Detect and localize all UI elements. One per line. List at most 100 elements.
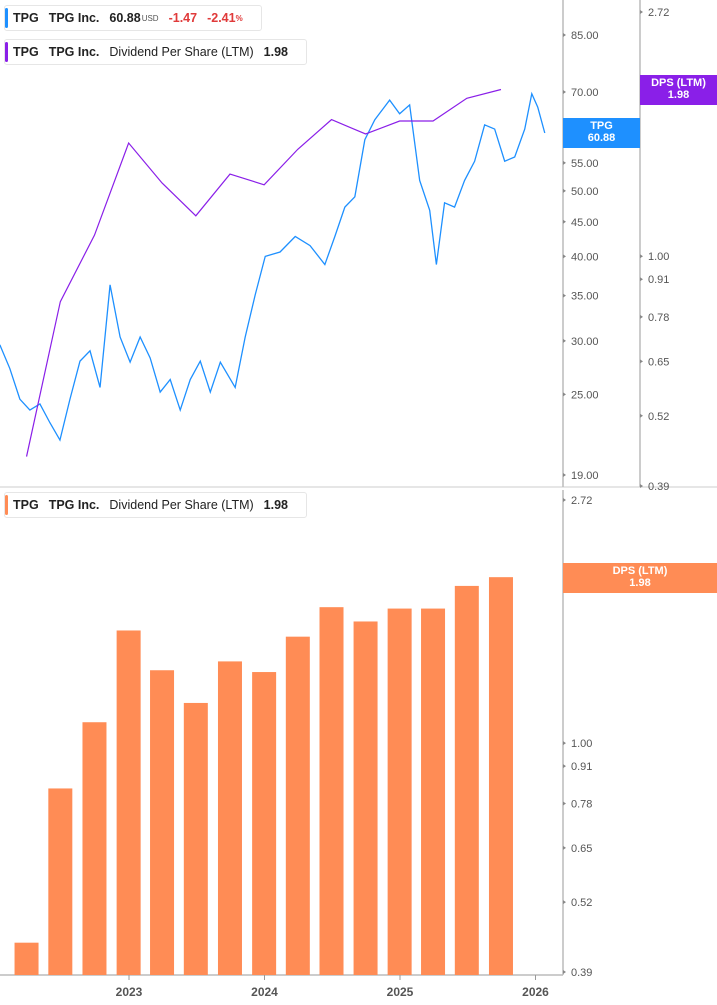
axis-tick — [563, 254, 566, 259]
dps-bar — [454, 585, 479, 975]
tag-line2: 1.98 — [629, 577, 651, 589]
price-tick-label: 45.00 — [571, 217, 599, 229]
dps-bar — [217, 661, 242, 975]
legend-company: TPG Inc. — [48, 498, 100, 512]
axis-tick — [640, 484, 643, 488]
axis-tick — [640, 254, 643, 259]
axis-tick — [563, 160, 566, 165]
dps-tick-label: 0.65 — [648, 356, 669, 368]
price-tick-label: 85.00 — [571, 30, 599, 42]
price-tag: TPG 60.88 — [563, 118, 640, 148]
axis-tick — [563, 473, 566, 477]
bottom-dps-tick-label: 2.72 — [571, 495, 592, 507]
dps-bar — [421, 608, 446, 975]
bottom-dps-tick-label: 0.65 — [571, 843, 592, 855]
price-tick-label: 50.00 — [571, 186, 599, 198]
legend-change: -1.47 — [168, 11, 198, 25]
axis-tick — [563, 498, 566, 502]
price-tick-label: 55.00 — [571, 158, 599, 170]
axis-tick — [563, 801, 566, 806]
dps-bar — [116, 630, 141, 975]
bottom-dps-tick-label: 0.39 — [571, 967, 592, 979]
dps-tick-label: 0.39 — [648, 481, 669, 493]
tag-line2: 1.98 — [667, 89, 690, 101]
dps-tick-label: 0.78 — [648, 312, 669, 324]
axis-tick — [563, 845, 566, 850]
x-tick-label: 2026 — [522, 985, 549, 999]
dps-tick-label: 1.00 — [648, 251, 669, 263]
x-tick-label: 2024 — [251, 985, 278, 999]
axis-tick — [563, 741, 566, 746]
legend-company: TPG Inc. — [48, 11, 100, 25]
bottom-dps-tick-label: 0.52 — [571, 897, 592, 909]
axis-tick — [563, 33, 566, 37]
axis-tick — [640, 277, 643, 282]
tag-line1: DPS (LTM) — [651, 77, 706, 89]
legend-ticker: TPG — [13, 11, 39, 25]
legend-dps-bottom[interactable]: TPG TPG Inc. Dividend Per Share (LTM) 1.… — [4, 492, 308, 518]
series-color-marker — [5, 42, 8, 62]
axis-tick — [640, 413, 643, 418]
x-tick-label: 2025 — [387, 985, 414, 999]
axis-tick — [563, 900, 566, 905]
legend-ticker: TPG — [13, 498, 39, 512]
dps-bar — [82, 722, 107, 975]
series-color-marker — [5, 495, 8, 515]
dps-bottom-tag: DPS (LTM) 1.98 — [563, 563, 717, 593]
legend-price[interactable]: TPG TPG Inc. 60.88 USD -1.47 -2.41% — [4, 5, 262, 31]
price-tick-label: 30.00 — [571, 336, 599, 348]
axis-tick — [563, 293, 566, 298]
legend-metric: Dividend Per Share (LTM) — [109, 45, 254, 59]
axis-tick — [563, 219, 566, 224]
price-tick-label: 25.00 — [571, 389, 599, 401]
tag-line1: TPG — [590, 120, 613, 132]
legend-currency: USD — [141, 13, 159, 23]
legend-price-value: 60.88 — [109, 11, 141, 25]
tag-line2: 60.88 — [587, 132, 616, 144]
dps-bar — [319, 607, 344, 975]
dps-tick-label: 2.72 — [648, 7, 669, 19]
dps-bar — [14, 942, 39, 975]
price-tick-label: 40.00 — [571, 251, 599, 263]
price-line — [0, 91, 546, 442]
dps-bar — [150, 670, 175, 975]
axis-tick — [563, 970, 566, 974]
axis-tick — [563, 338, 566, 343]
axis-tick — [640, 314, 643, 319]
legend-value: 1.98 — [263, 45, 289, 59]
legend-value: 1.98 — [263, 498, 289, 512]
price-tick-label: 35.00 — [571, 291, 599, 303]
series-color-marker — [5, 8, 8, 28]
axis-tick — [640, 10, 643, 14]
dps-bar — [387, 608, 412, 975]
dps-top-tag: DPS (LTM) 1.98 — [640, 75, 717, 105]
dps-bar — [285, 636, 310, 975]
x-tick-label: 2023 — [116, 985, 143, 999]
tag-line1: DPS (LTM) — [612, 565, 668, 577]
legend-dps-top[interactable]: TPG TPG Inc. Dividend Per Share (LTM) 1.… — [4, 39, 308, 65]
bottom-dps-tick-label: 0.91 — [571, 761, 592, 773]
price-tick-label: 19.00 — [571, 470, 599, 482]
axis-tick — [563, 90, 566, 95]
axis-tick — [563, 764, 566, 769]
dps-bar — [353, 621, 378, 975]
dps-tick-label: 0.52 — [648, 411, 669, 423]
dps-tick-label: 0.91 — [648, 274, 669, 286]
dps-bar — [183, 702, 208, 975]
legend-change-pct: -2.41 — [207, 11, 236, 25]
dps-line — [25, 88, 502, 457]
price-tick-label: 70.00 — [571, 87, 599, 99]
bottom-dps-tick-label: 1.00 — [571, 738, 592, 750]
legend-company: TPG Inc. — [48, 45, 100, 59]
legend-pct-sign: % — [235, 13, 243, 23]
legend-ticker: TPG — [13, 45, 39, 59]
dps-bar — [488, 577, 513, 975]
dps-bar — [48, 788, 73, 975]
dps-bar — [252, 672, 277, 975]
legend-metric: Dividend Per Share (LTM) — [109, 498, 254, 512]
axis-tick — [640, 359, 643, 364]
axis-tick — [563, 392, 566, 397]
bottom-dps-tick-label: 0.78 — [571, 799, 592, 811]
axis-tick — [563, 188, 566, 193]
